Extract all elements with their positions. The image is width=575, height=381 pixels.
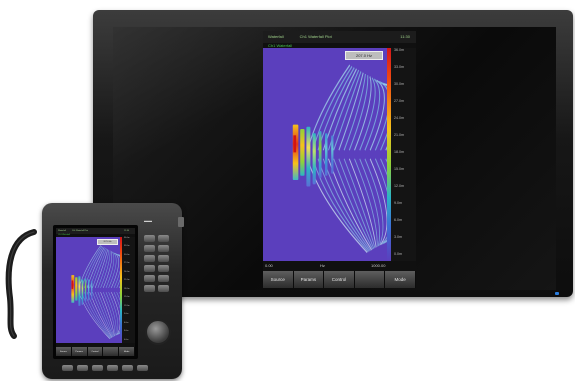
- scale-tick-label: 12.0m: [394, 184, 404, 189]
- waterfall-plot[interactable]: 207.0 Hz: [56, 237, 120, 343]
- softkey-blank[interactable]: [103, 347, 120, 356]
- color-bar: [120, 237, 122, 343]
- cursor-readout[interactable]: 207.0 Hz: [345, 51, 383, 60]
- softkey-bar: Source Params Control Mode: [263, 271, 416, 288]
- scale-tick-label: 36.0m: [394, 48, 404, 52]
- softkey-mode[interactable]: Mode: [119, 347, 135, 356]
- scale-tick-label: 30.0m: [124, 253, 130, 256]
- function-key[interactable]: [137, 365, 148, 371]
- hard-key[interactable]: [144, 245, 155, 252]
- softkey-blank[interactable]: [354, 271, 386, 288]
- softkey-bar: Source Params Control Mode: [56, 347, 135, 356]
- scale-tick-label: 9.0m: [394, 201, 402, 206]
- monitor: Waterfall Ch1 Waterfall Plot 11:30 Ch1 W…: [93, 10, 573, 297]
- x-axis-max: 1000.00: [371, 263, 386, 268]
- scale-tick-label: 9.0m: [124, 313, 129, 316]
- waterfall-plot[interactable]: 207.0 Hz: [263, 48, 387, 261]
- function-key[interactable]: [77, 365, 88, 371]
- hard-key[interactable]: [144, 265, 155, 272]
- scale-tick-label: 12.0m: [124, 304, 130, 307]
- scale-tick-label: 15.0m: [124, 296, 130, 299]
- scale-tick-label: 18.0m: [124, 287, 130, 290]
- handheld-analyzer: ▬▬ Waterfall Ch1 Waterfall Plot 11:30 Ch…: [42, 203, 184, 379]
- scale-tick-label: 6.0m: [124, 321, 129, 324]
- softkey-control[interactable]: Control: [87, 347, 104, 356]
- waterfall-app-large: Waterfall Ch1 Waterfall Plot 11:30 Ch1 W…: [263, 31, 416, 288]
- function-key[interactable]: [92, 365, 103, 371]
- function-key[interactable]: [122, 365, 133, 371]
- scale-tick-label: 0.0m: [394, 252, 402, 257]
- function-key[interactable]: [107, 365, 118, 371]
- waterfall-app-small: Waterfall Ch1 Waterfall Plot 11:30 Ch1 W…: [56, 228, 135, 356]
- scale-tick-label: 3.0m: [394, 235, 402, 240]
- scale-tick-label: 33.0m: [124, 245, 130, 248]
- softkey-params[interactable]: Params: [71, 347, 88, 356]
- hard-key[interactable]: [158, 265, 169, 272]
- scale-tick-label: 27.0m: [124, 262, 130, 265]
- power-led: [555, 292, 559, 295]
- hard-key[interactable]: [144, 235, 155, 242]
- softkey-source[interactable]: Source: [263, 271, 294, 288]
- cursor-readout[interactable]: 207.0 Hz: [97, 239, 118, 245]
- monitor-screen: Waterfall Ch1 Waterfall Plot 11:30 Ch1 W…: [113, 27, 556, 290]
- scale-tick-label: 24.0m: [124, 270, 130, 273]
- scale-tick-label: 21.0m: [394, 133, 404, 138]
- x-axis-min: 0.00: [265, 263, 273, 268]
- device-bezel: Waterfall Ch1 Waterfall Plot 11:30 Ch1 W…: [53, 225, 138, 359]
- status-right: 11:30: [124, 229, 129, 232]
- plot-subtitle: Ch1 Waterfall: [58, 234, 71, 236]
- x-axis-unit: Hz: [320, 263, 325, 268]
- status-bar: Waterfall Ch1 Waterfall Plot 11:30: [56, 228, 135, 234]
- bottom-keys: [62, 365, 162, 373]
- scale-tick-label: 6.0m: [394, 218, 402, 223]
- scale-tick-label: 24.0m: [394, 116, 404, 121]
- scale-tick-label: 36.0m: [124, 237, 130, 239]
- status-center: Ch1 Waterfall Plot: [71, 229, 88, 232]
- status-center: Ch1 Waterfall Plot: [299, 34, 332, 40]
- scale-tick-label: 0.0m: [124, 338, 129, 341]
- waterfall-spectrum: [292, 64, 387, 254]
- hand-strap: [5, 229, 37, 339]
- hard-key[interactable]: [144, 285, 155, 292]
- hard-key[interactable]: [158, 255, 169, 262]
- scale-tick-label: 18.0m: [394, 150, 404, 155]
- function-key[interactable]: [62, 365, 73, 371]
- scale-tick-label: 15.0m: [394, 167, 404, 172]
- side-connector: [178, 217, 184, 227]
- hard-key[interactable]: [144, 255, 155, 262]
- hard-key[interactable]: [158, 285, 169, 292]
- softkey-control[interactable]: Control: [324, 271, 355, 288]
- hard-key[interactable]: [158, 235, 169, 242]
- softkey-mode[interactable]: Mode: [385, 271, 416, 288]
- hard-key[interactable]: [158, 275, 169, 282]
- status-right: 11:30: [400, 34, 410, 40]
- color-scale: 36.0m 33.0m 30.0m 27.0m 24.0m 21.0m 18.0m 15.0m…: [120, 237, 135, 343]
- scale-tick-label: 27.0m: [394, 99, 404, 104]
- status-left: Waterfall: [58, 229, 66, 232]
- scale-tick-label: 30.0m: [394, 82, 404, 87]
- softkey-params[interactable]: Params: [293, 271, 325, 288]
- scale-tick-label: 21.0m: [124, 279, 130, 282]
- status-left: Waterfall: [268, 34, 284, 40]
- scale-tick-label: 3.0m: [124, 330, 129, 333]
- waterfall-spectrum: [71, 245, 120, 340]
- status-bar: Waterfall Ch1 Waterfall Plot 11:30: [263, 31, 416, 43]
- hard-key[interactable]: [144, 275, 155, 282]
- rotary-knob[interactable]: [145, 319, 171, 345]
- softkey-source[interactable]: Source: [56, 347, 72, 356]
- plot-subtitle: Ch1 Waterfall: [268, 43, 293, 48]
- hard-key[interactable]: [158, 245, 169, 252]
- device-logo: ▬▬: [144, 218, 152, 223]
- device-keypad: [144, 235, 176, 295]
- color-bar: [387, 48, 391, 261]
- scale-tick-label: 33.0m: [394, 65, 404, 70]
- color-scale: 36.0m 33.0m 30.0m 27.0m 24.0m 21.0m 18.0m 15.0m…: [387, 48, 416, 261]
